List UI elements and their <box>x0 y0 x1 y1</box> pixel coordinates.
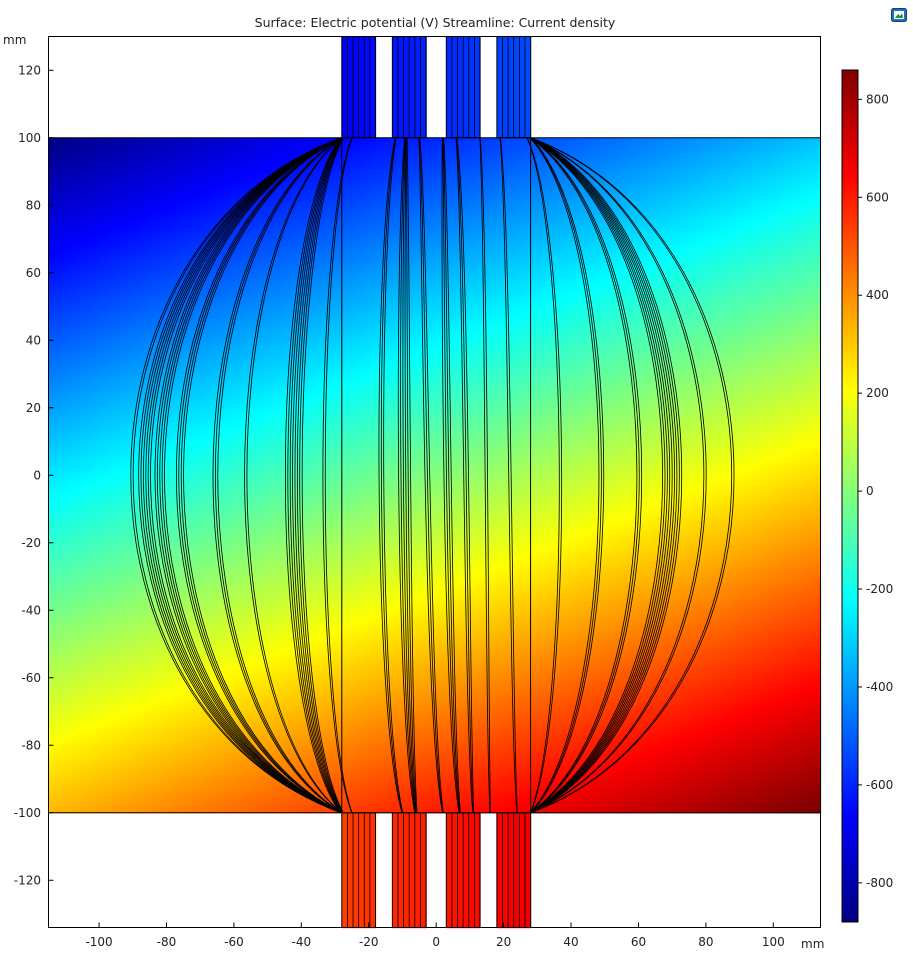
x-axis: -100 -80 -60 -40 -20 0 20 40 60 80 100 <box>85 923 784 950</box>
x-tick-label: -100 <box>85 935 112 949</box>
x-tick-label: 60 <box>631 935 646 949</box>
colorbar-tick-label: 200 <box>866 386 889 400</box>
x-tick-label: 80 <box>698 935 713 949</box>
x-tick-label: -60 <box>224 935 244 949</box>
colorbar <box>842 70 858 922</box>
y-tick-label: -100 <box>14 806 41 820</box>
y-tick-label: 40 <box>26 333 41 347</box>
colorbar-tick-label: -400 <box>866 680 893 694</box>
colorbar-tick-label: 800 <box>866 92 889 106</box>
colorbar-tick-label: -800 <box>866 876 893 890</box>
y-tick-label: 100 <box>18 131 41 145</box>
x-tick-label: -40 <box>292 935 312 949</box>
y-tick-label: 120 <box>18 63 41 77</box>
y-tick-label: 20 <box>26 401 41 415</box>
export-image-icon[interactable] <box>891 8 907 22</box>
colorbar-tick-label: -200 <box>866 582 893 596</box>
y-axis: 120 100 80 60 40 20 0 -20 -40 -60 -80 -100 -120 <box>14 63 54 887</box>
x-tick-label: -80 <box>157 935 177 949</box>
y-tick-label: -80 <box>21 738 41 752</box>
y-tick-label: 0 <box>33 468 41 482</box>
y-tick-label: 60 <box>26 266 41 280</box>
x-tick-label: 0 <box>432 935 440 949</box>
colorbar-tick-label: 400 <box>866 288 889 302</box>
y-tick-label: -20 <box>21 536 41 550</box>
x-tick-label: 100 <box>762 935 785 949</box>
colorbar-axis: 800 600 400 200 0 -200 -400 -600 -800 <box>858 92 893 889</box>
y-tick-label: -40 <box>21 603 41 617</box>
x-tick-label: 20 <box>496 935 511 949</box>
y-tick-label: -60 <box>21 671 41 685</box>
y-tick-label: -120 <box>14 873 41 887</box>
plot-title: Surface: Electric potential (V) Streamli… <box>255 15 616 30</box>
y-tick-label: 80 <box>26 198 41 212</box>
x-tick-label: -20 <box>359 935 379 949</box>
colorbar-tick-label: -600 <box>866 778 893 792</box>
colorbar-tick-label: 600 <box>866 190 889 204</box>
x-axis-unit: mm <box>801 937 824 951</box>
colorbar-tick-label: 0 <box>866 484 874 498</box>
y-axis-unit: mm <box>3 33 26 47</box>
x-tick-label: 40 <box>563 935 578 949</box>
